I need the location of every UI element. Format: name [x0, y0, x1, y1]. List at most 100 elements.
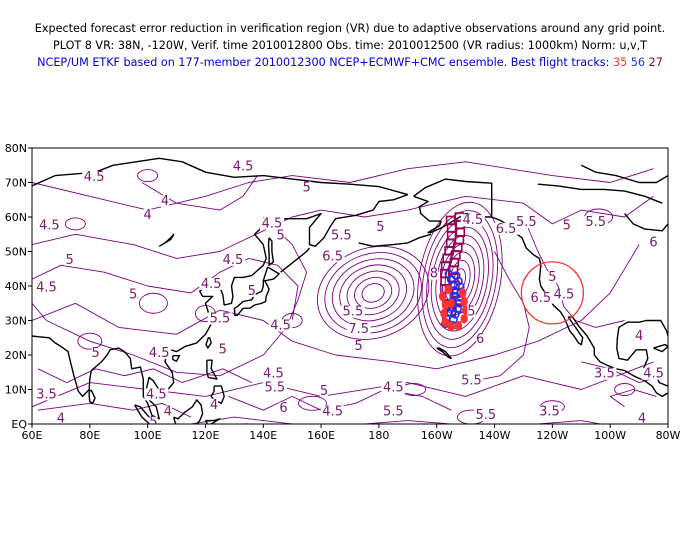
contour-label-bg	[637, 412, 646, 424]
contour-label: 6	[279, 401, 287, 416]
contour-label-bg	[467, 305, 476, 318]
contour-label: 4.5	[149, 346, 170, 361]
contour-label-bg	[354, 340, 363, 353]
contour-label: 4.5	[84, 170, 105, 185]
coastline-segment	[358, 233, 432, 247]
contour-label-bg	[649, 236, 658, 249]
contour-max-180	[339, 264, 408, 322]
contour-label: 4.5	[146, 387, 167, 402]
contour-label: 4	[638, 412, 646, 427]
contour-label: 6.5	[530, 291, 551, 306]
contour-label: 3.5	[36, 387, 57, 402]
contour-label: 4.5	[270, 318, 291, 333]
contour-line	[465, 251, 530, 384]
contour-label-bg	[635, 329, 644, 342]
coastline-segment	[172, 355, 181, 362]
contour-label-bg	[160, 195, 169, 208]
contour-loop	[297, 395, 327, 411]
contour-label-bg	[279, 402, 288, 415]
lon-tick-label: 140W	[479, 429, 511, 442]
contour-max-180	[361, 283, 385, 303]
contour-label: 5	[355, 339, 363, 354]
contour-label: 8	[430, 267, 438, 282]
contour-label-bg	[163, 405, 172, 418]
contour-label: 5	[548, 270, 556, 285]
coastline-segment	[491, 216, 668, 398]
contour-label-bg	[528, 291, 553, 304]
contour-label: 4	[161, 194, 169, 209]
contour-label: 5.5	[383, 405, 404, 420]
lon-tick-label: 100W	[594, 429, 626, 442]
contour-label-bg	[91, 347, 100, 359]
contour-label-bg	[261, 367, 286, 380]
contour-loop	[138, 292, 168, 314]
contour-line	[32, 244, 640, 370]
contour-label: 6	[476, 332, 484, 347]
contour-label-bg	[319, 384, 328, 397]
track-35-point	[440, 308, 448, 319]
lon-tick-label: 100E	[134, 429, 162, 442]
contour-label: 5.5	[516, 215, 537, 230]
contour-line	[32, 195, 654, 259]
contour-label: 5	[149, 415, 157, 430]
contour-label: 5	[376, 220, 384, 235]
coastline-segment	[204, 418, 221, 424]
contour-label-bg	[129, 288, 138, 301]
contour-label-bg	[65, 253, 74, 266]
contour-label-bg	[231, 160, 256, 173]
contour-label: 5.5	[585, 215, 606, 230]
coastline-segment	[158, 233, 175, 247]
lon-tick-label: 180	[368, 429, 389, 442]
lon-tick-label: 60E	[22, 429, 43, 442]
contour-label-bg	[473, 409, 498, 422]
contour-label-bg	[82, 171, 107, 184]
contour-label: 4.5	[463, 213, 484, 228]
track-56-point	[446, 275, 456, 284]
lat-tick-label: 10N	[5, 384, 27, 397]
track-27-label: 27	[648, 56, 663, 69]
contour-label: 5	[219, 343, 227, 358]
contour-label: 5	[563, 218, 571, 233]
contour-label-bg	[551, 288, 576, 301]
contour-label: 4.5	[643, 367, 664, 382]
contour-label-bg	[537, 405, 562, 418]
contour-label-bg	[37, 219, 62, 232]
contour-label-bg	[381, 405, 406, 418]
contour-max-180	[316, 245, 430, 340]
contour-label: 6.5	[496, 222, 517, 237]
header-line-1: Expected forecast error reduction in ver…	[34, 22, 666, 35]
coastline-segment	[32, 347, 33, 349]
lon-tick-label: 120W	[536, 429, 568, 442]
contour-label: 3.5	[594, 367, 615, 382]
coastline-segment	[624, 213, 668, 232]
flight-tracks	[438, 212, 585, 332]
contour-label-bg	[514, 215, 539, 228]
contour-label-bg	[302, 181, 311, 194]
contour-label-bg	[34, 388, 59, 401]
contour-label-bg	[210, 398, 219, 411]
contour-max-180	[346, 270, 400, 316]
contour-line	[523, 216, 625, 328]
coastline-segment	[280, 247, 311, 273]
verification-region-circle	[520, 261, 585, 325]
contour-label: 5	[248, 284, 256, 299]
contour-label-bg	[548, 271, 557, 284]
contour-line	[32, 361, 654, 408]
contour-label-bg	[641, 367, 666, 380]
coastline-segment	[580, 164, 668, 184]
contour-label-bg	[381, 381, 406, 394]
coastline-segment	[134, 404, 157, 424]
contour-label: 5	[65, 253, 73, 268]
coastline-segment	[413, 178, 493, 234]
contour-label-bg	[143, 209, 152, 221]
contour-label: 5	[91, 346, 99, 361]
track-35-point	[441, 317, 450, 327]
track-35-point	[447, 321, 455, 332]
lat-tick-label: EQ	[11, 418, 27, 431]
contour-label-bg	[346, 322, 371, 335]
track-35-point	[460, 314, 468, 324]
contour-label-bg	[376, 221, 385, 234]
contour-label-bg	[56, 412, 65, 424]
coastline-segment	[32, 193, 409, 420]
track-35-point	[447, 298, 455, 308]
